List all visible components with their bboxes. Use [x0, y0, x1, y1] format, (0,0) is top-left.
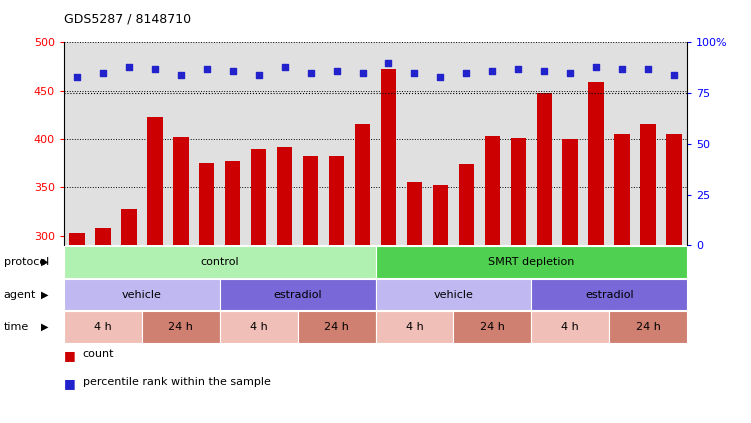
- Bar: [484, 136, 500, 423]
- Text: 24 h: 24 h: [168, 322, 193, 332]
- Point: [382, 59, 394, 66]
- Point: [512, 65, 524, 72]
- Text: 24 h: 24 h: [480, 322, 505, 332]
- Bar: [381, 69, 397, 423]
- Bar: [69, 233, 85, 423]
- Bar: [173, 137, 189, 423]
- Text: estradiol: estradiol: [585, 290, 634, 299]
- Point: [97, 69, 109, 76]
- Text: agent: agent: [4, 290, 36, 299]
- Point: [564, 69, 576, 76]
- Bar: [95, 228, 110, 423]
- Text: ■: ■: [64, 377, 76, 390]
- Bar: [511, 138, 526, 423]
- Point: [409, 69, 421, 76]
- Text: control: control: [201, 257, 239, 267]
- Point: [279, 63, 291, 70]
- Text: 4 h: 4 h: [562, 322, 579, 332]
- Bar: [459, 164, 474, 423]
- Point: [538, 67, 550, 74]
- Text: ▶: ▶: [41, 257, 49, 267]
- Point: [201, 65, 213, 72]
- Text: vehicle: vehicle: [122, 290, 161, 299]
- Text: GDS5287 / 8148710: GDS5287 / 8148710: [64, 13, 191, 26]
- Bar: [329, 157, 344, 423]
- Point: [487, 67, 499, 74]
- Bar: [225, 161, 240, 423]
- Point: [227, 67, 239, 74]
- Bar: [407, 181, 422, 423]
- Text: 24 h: 24 h: [636, 322, 661, 332]
- Text: 24 h: 24 h: [324, 322, 349, 332]
- Bar: [614, 134, 630, 423]
- Point: [175, 71, 187, 78]
- Text: protocol: protocol: [4, 257, 49, 267]
- Bar: [433, 185, 448, 423]
- Bar: [589, 82, 604, 423]
- Point: [434, 74, 446, 80]
- Point: [71, 74, 83, 80]
- Text: ▶: ▶: [41, 322, 49, 332]
- Text: count: count: [83, 349, 114, 360]
- Text: time: time: [4, 322, 29, 332]
- Text: percentile rank within the sample: percentile rank within the sample: [83, 377, 270, 387]
- Text: 4 h: 4 h: [406, 322, 424, 332]
- Point: [252, 71, 264, 78]
- Point: [460, 69, 472, 76]
- Bar: [277, 147, 292, 423]
- Point: [617, 65, 629, 72]
- Bar: [303, 157, 318, 423]
- Bar: [536, 93, 552, 423]
- Bar: [641, 124, 656, 423]
- Text: 4 h: 4 h: [94, 322, 112, 332]
- Point: [668, 71, 680, 78]
- Text: ▶: ▶: [41, 290, 49, 299]
- Bar: [147, 117, 162, 423]
- Point: [122, 63, 134, 70]
- Point: [305, 69, 317, 76]
- Text: ■: ■: [64, 349, 76, 363]
- Point: [149, 65, 161, 72]
- Point: [357, 69, 369, 76]
- Point: [642, 65, 654, 72]
- Bar: [666, 134, 682, 423]
- Point: [330, 67, 342, 74]
- Bar: [562, 139, 578, 423]
- Text: SMRT depletion: SMRT depletion: [488, 257, 575, 267]
- Text: 4 h: 4 h: [250, 322, 267, 332]
- Bar: [199, 163, 215, 423]
- Text: estradiol: estradiol: [273, 290, 322, 299]
- Bar: [251, 148, 267, 423]
- Point: [590, 63, 602, 70]
- Bar: [354, 124, 370, 423]
- Bar: [121, 209, 137, 423]
- Text: vehicle: vehicle: [433, 290, 473, 299]
